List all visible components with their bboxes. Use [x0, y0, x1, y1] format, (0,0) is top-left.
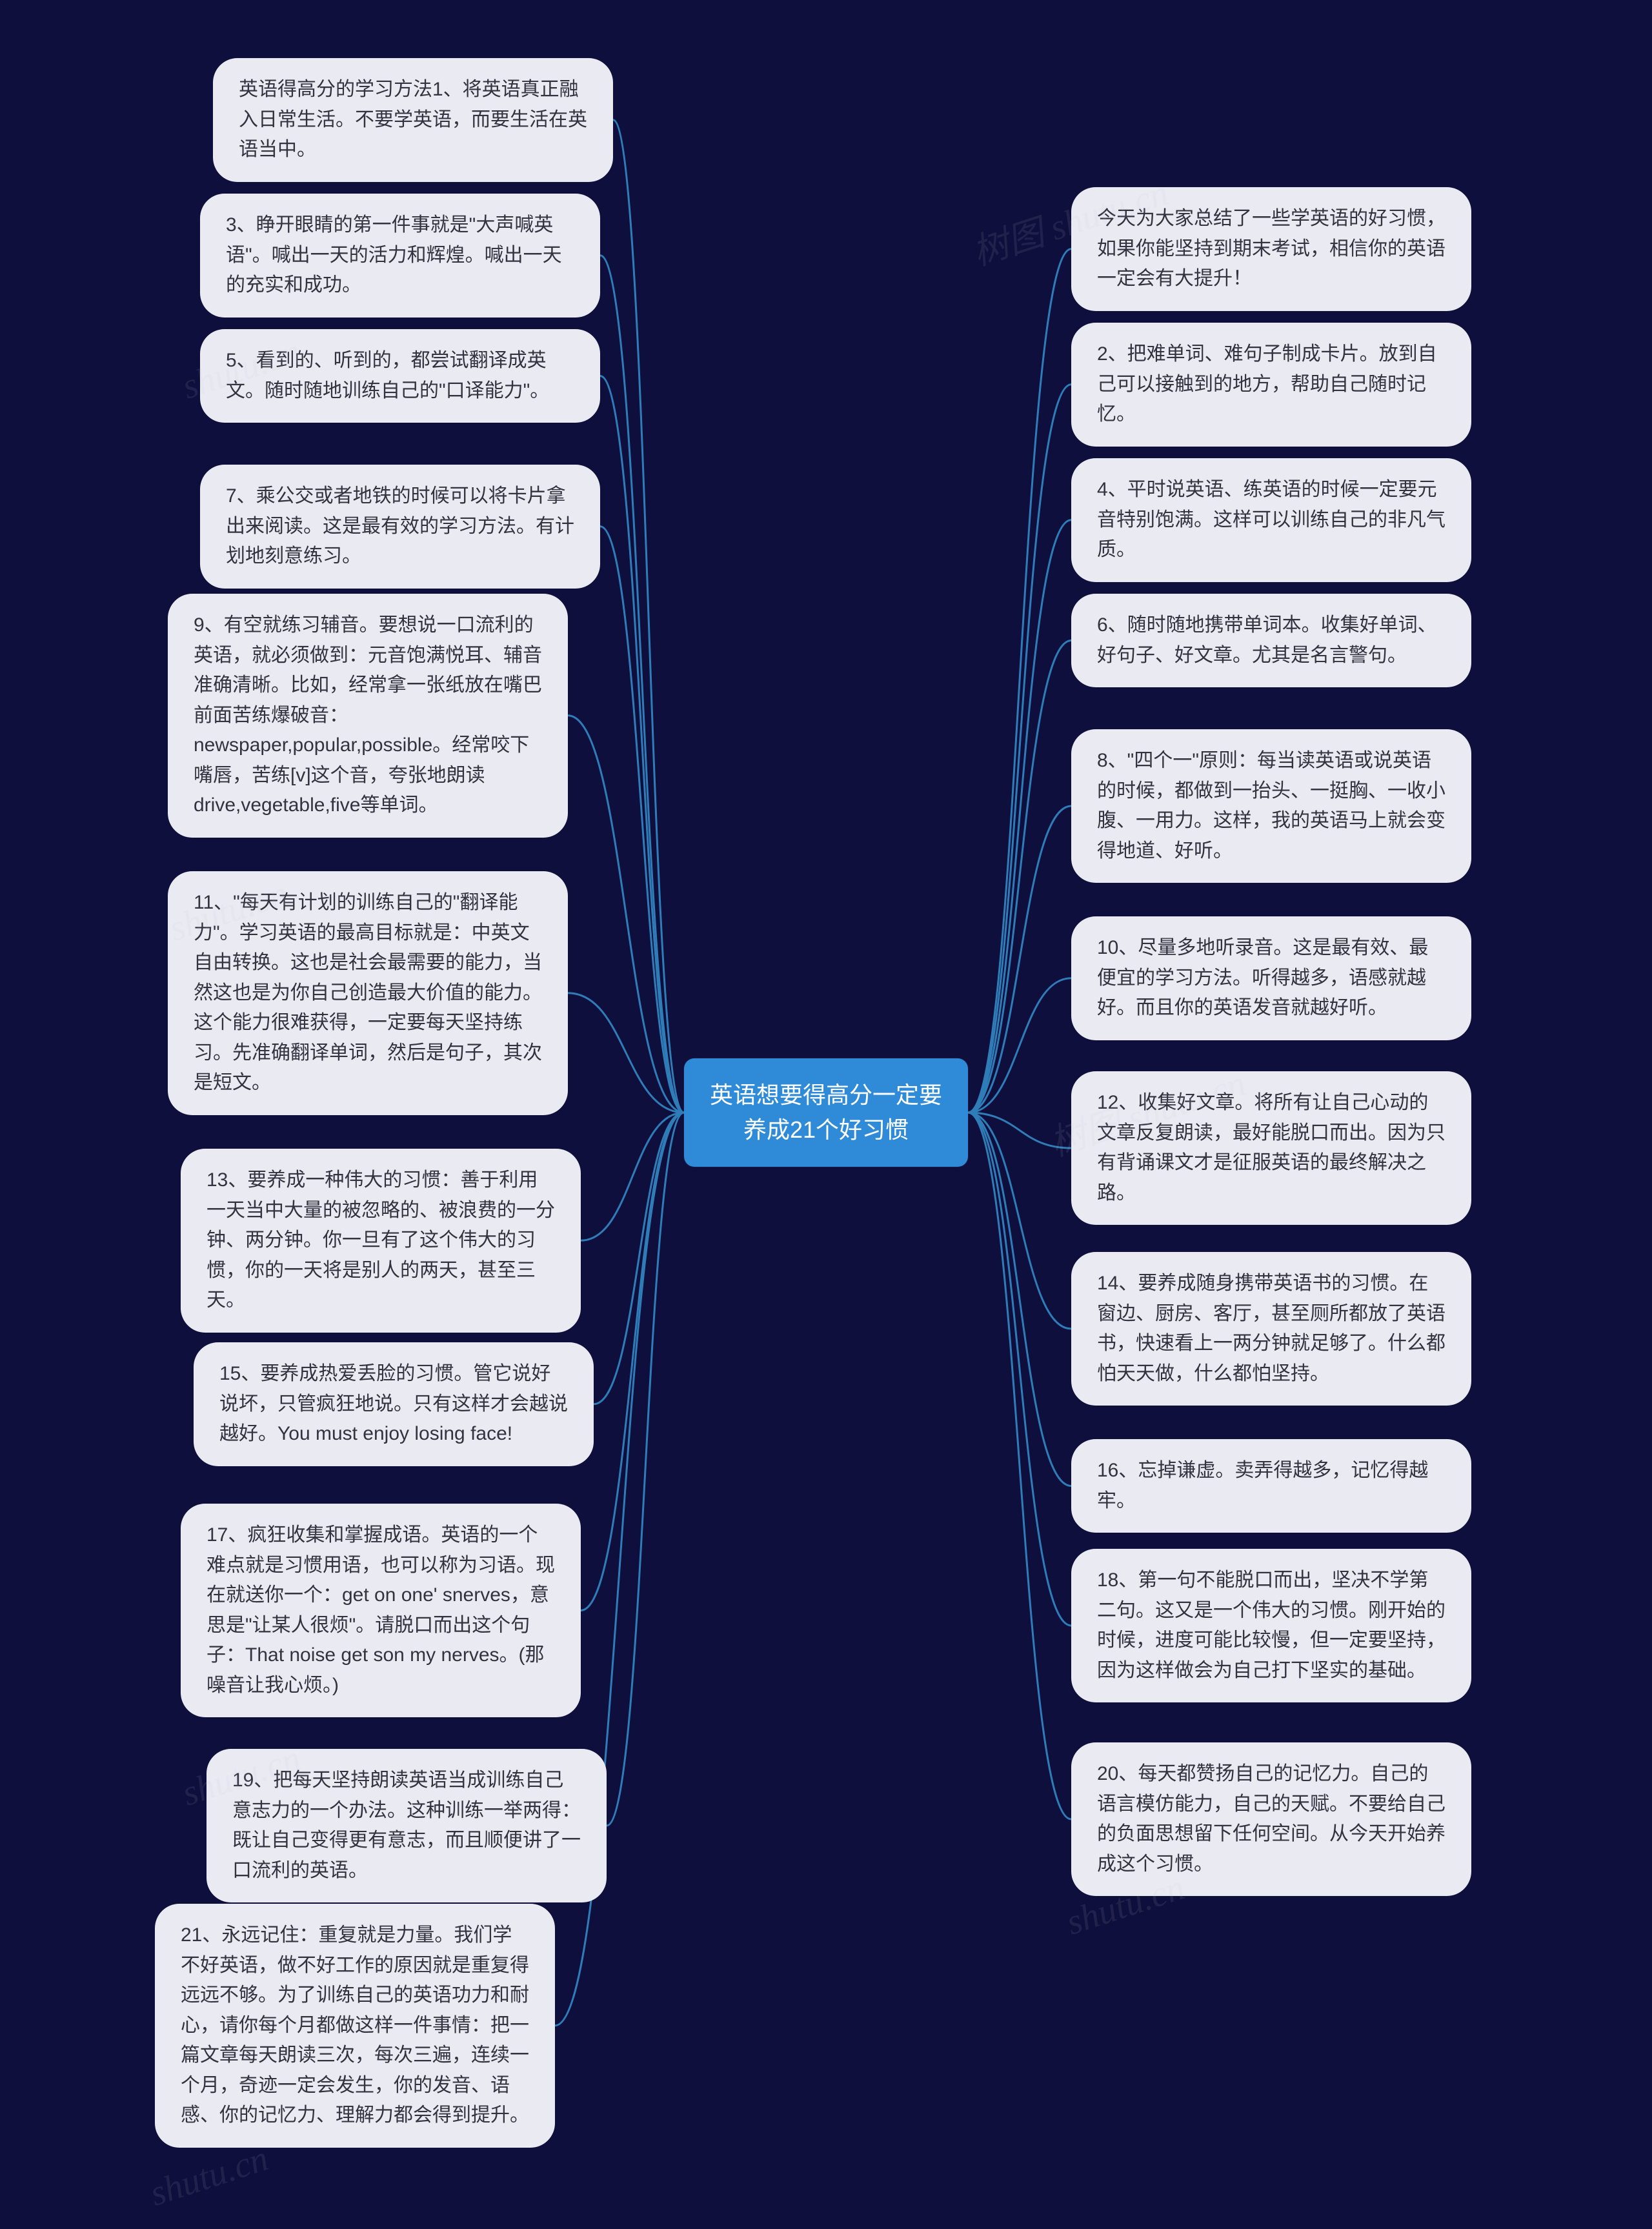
leaf-node-right-7: 14、要养成随身携带英语书的习惯。在窗边、厨房、客厅，甚至厕所都放了英语书，快速… — [1071, 1252, 1471, 1406]
leaf-node-right-0: 今天为大家总结了一些学英语的好习惯，如果你能坚持到期末考试，相信你的英语一定会有… — [1071, 187, 1471, 311]
leaf-node-right-8: 16、忘掉谦虚。卖弄得越多，记忆得越牢。 — [1071, 1439, 1471, 1533]
leaf-node-left-2: 5、看到的、听到的，都尝试翻译成英文。随时随地训练自己的"口译能力"。 — [200, 329, 600, 423]
leaf-node-right-6: 12、收集好文章。将所有让自己心动的文章反复朗读，最好能脱口而出。因为只有背诵课… — [1071, 1071, 1471, 1225]
leaf-node-left-10: 21、永远记住：重复就是力量。我们学不好英语，做不好工作的原因就是重复得远远不够… — [155, 1904, 555, 2148]
leaf-node-right-1: 2、把难单词、难句子制成卡片。放到自己可以接触到的地方，帮助自己随时记忆。 — [1071, 323, 1471, 447]
leaf-node-right-10: 20、每天都赞扬自己的记忆力。自己的语言模仿能力，自己的天赋。不要给自己的负面思… — [1071, 1742, 1471, 1896]
leaf-node-left-8: 17、疯狂收集和掌握成语。英语的一个难点就是习惯用语，也可以称为习语。现在就送你… — [181, 1504, 581, 1717]
leaf-node-right-9: 18、第一句不能脱口而出，坚决不学第二句。这又是一个伟大的习惯。刚开始的时候，进… — [1071, 1549, 1471, 1702]
leaf-node-left-3: 7、乘公交或者地铁的时候可以将卡片拿出来阅读。这是最有效的学习方法。有计划地刻意… — [200, 465, 600, 589]
leaf-node-right-2: 4、平时说英语、练英语的时候一定要元音特别饱满。这样可以训练自己的非凡气质。 — [1071, 458, 1471, 582]
leaf-node-left-7: 15、要养成热爱丢脸的习惯。管它说好说坏，只管疯狂地说。只有这样才会越说越好。Y… — [194, 1342, 594, 1466]
leaf-node-left-6: 13、要养成一种伟大的习惯：善于利用一天当中大量的被忽略的、被浪费的一分钟、两分… — [181, 1149, 581, 1333]
leaf-node-left-0: 英语得高分的学习方法1、将英语真正融入日常生活。不要学英语，而要生活在英语当中。 — [213, 58, 613, 182]
watermark: shutu.cn — [145, 2137, 274, 2214]
leaf-node-right-4: 8、"四个一"原则：每当读英语或说英语的时候，都做到一抬头、一挺胸、一收小腹、一… — [1071, 729, 1471, 883]
leaf-node-left-4: 9、有空就练习辅音。要想说一口流利的英语，就必须做到：元音饱满悦耳、辅音准确清晰… — [168, 594, 568, 838]
leaf-node-right-3: 6、随时随地携带单词本。收集好单词、好句子、好文章。尤其是名言警句。 — [1071, 594, 1471, 687]
leaf-node-right-5: 10、尽量多地听录音。这是最有效、最便宜的学习方法。听得越多，语感就越好。而且你… — [1071, 916, 1471, 1040]
mindmap-canvas: 英语想要得高分一定要养成21个好习惯 英语得高分的学习方法1、将英语真正融入日常… — [0, 0, 1652, 2229]
center-node: 英语想要得高分一定要养成21个好习惯 — [684, 1058, 968, 1167]
leaf-node-left-1: 3、睁开眼睛的第一件事就是"大声喊英语"。喊出一天的活力和辉煌。喊出一天的充实和… — [200, 194, 600, 318]
leaf-node-left-5: 11、"每天有计划的训练自己的"翻译能力"。学习英语的最高目标就是：中英文自由转… — [168, 871, 568, 1115]
leaf-node-left-9: 19、把每天坚持朗读英语当成训练自己意志力的一个办法。这种训练一举两得：既让自己… — [206, 1749, 607, 1902]
